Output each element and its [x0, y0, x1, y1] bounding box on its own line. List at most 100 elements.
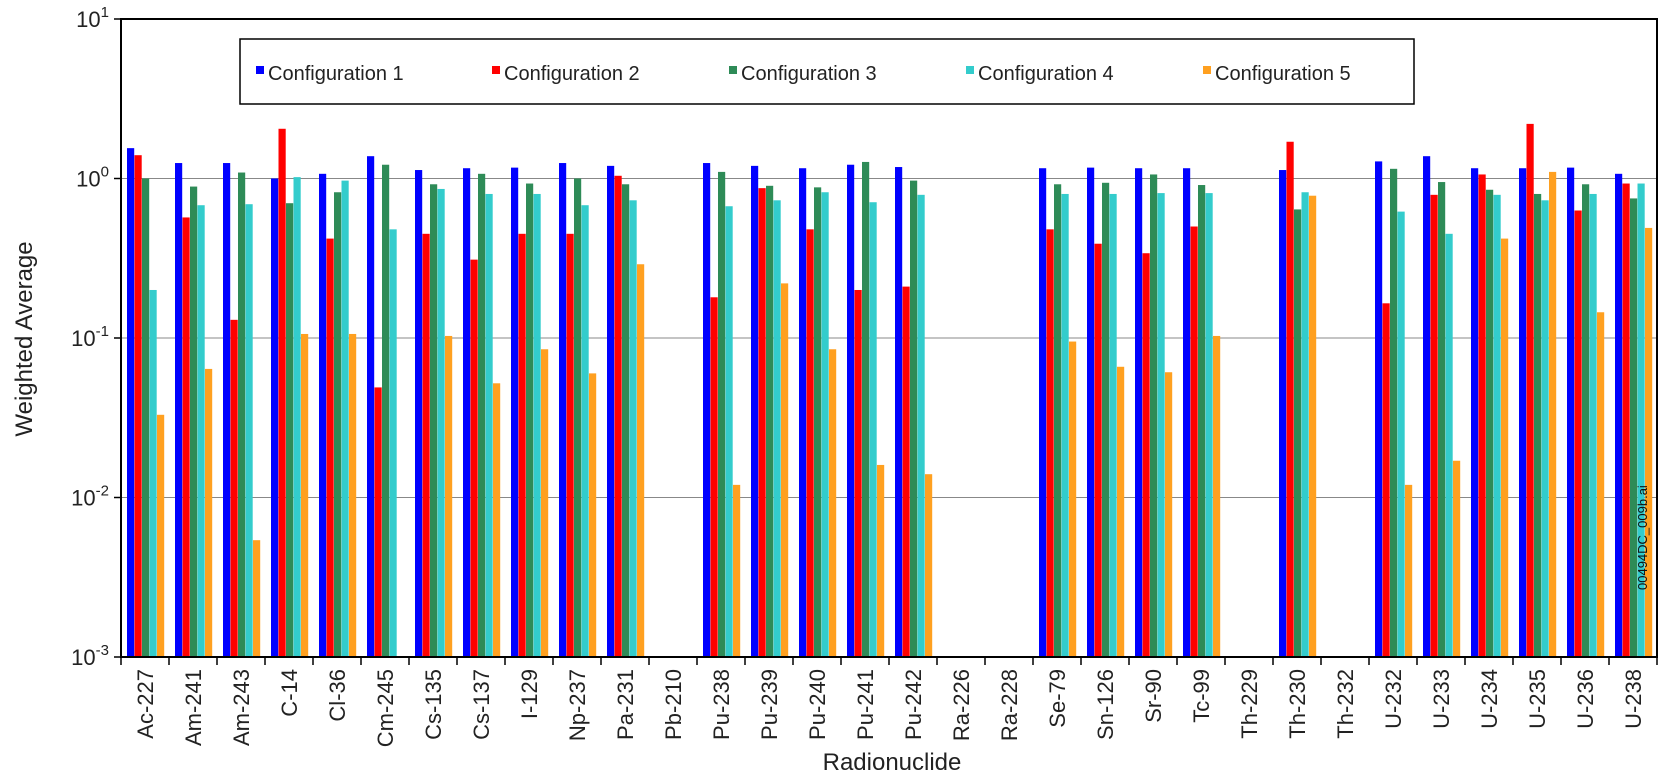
bar — [1622, 183, 1630, 657]
x-tick-label: Pu-238 — [709, 669, 734, 740]
bar — [1198, 185, 1206, 657]
bar — [470, 259, 478, 657]
bar — [1574, 210, 1582, 657]
bar — [1589, 193, 1597, 657]
legend: Configuration 1 Configuration 2 Configurat… — [239, 38, 1415, 105]
x-tick-label: Pb-210 — [661, 669, 686, 740]
bar — [766, 185, 774, 657]
bar — [773, 200, 781, 658]
bar — [1061, 193, 1069, 657]
bar — [1087, 167, 1095, 657]
bar — [1213, 335, 1221, 657]
x-tick-label: I-129 — [517, 669, 542, 719]
bar — [758, 188, 766, 658]
bar — [821, 192, 829, 657]
bar — [1645, 227, 1653, 657]
bar — [182, 217, 190, 657]
bar — [326, 238, 334, 657]
bar — [1519, 168, 1527, 658]
bar — [478, 173, 486, 657]
bar — [1405, 484, 1413, 657]
bar — [1597, 312, 1605, 657]
bar — [533, 193, 541, 657]
bar — [1615, 173, 1623, 657]
legend-label: Configuration 1 — [268, 63, 404, 85]
bar — [710, 297, 718, 657]
bar — [718, 171, 726, 657]
bar — [1390, 168, 1398, 657]
x-tick-label: Pu-242 — [901, 669, 926, 740]
bar — [925, 474, 933, 657]
bar — [511, 167, 519, 657]
bar — [1501, 238, 1509, 657]
bar — [223, 163, 231, 657]
bar — [1549, 171, 1557, 657]
bar — [230, 319, 238, 657]
bar — [917, 194, 925, 657]
bars — [127, 123, 1653, 658]
bar — [622, 184, 630, 657]
bar — [1445, 233, 1453, 657]
bar — [847, 164, 855, 658]
x-tick-label: U-233 — [1429, 669, 1454, 729]
y-tick-label: 10-3 — [71, 642, 109, 670]
bar — [1493, 194, 1501, 657]
bar — [1478, 174, 1486, 657]
legend-label: Configuration 5 — [1215, 63, 1351, 85]
bar — [238, 172, 246, 658]
x-tick-label: Cm-245 — [373, 669, 398, 747]
x-tick-label: Tc-99 — [1189, 669, 1214, 723]
bar — [271, 178, 279, 657]
legend-swatch — [256, 66, 264, 74]
y-tick-label: 10-2 — [71, 483, 109, 511]
x-tick-label: Se-79 — [1045, 669, 1070, 728]
x-tick-label: U-238 — [1621, 669, 1646, 729]
bar — [445, 335, 453, 657]
bar — [286, 203, 294, 658]
bar — [437, 188, 445, 657]
bar — [526, 183, 534, 657]
bar — [349, 333, 357, 657]
bar — [1397, 211, 1405, 657]
bar — [374, 387, 382, 657]
x-tick-label: Sn-126 — [1093, 669, 1118, 740]
bar — [607, 165, 615, 657]
bar — [1430, 194, 1438, 657]
bar — [1165, 372, 1173, 657]
bar — [149, 289, 157, 657]
bar — [902, 286, 910, 657]
bar — [1046, 229, 1054, 657]
bar — [614, 175, 622, 657]
bar — [1423, 156, 1431, 658]
bar — [751, 165, 759, 657]
bar — [1157, 193, 1165, 658]
bar — [581, 205, 589, 657]
bar — [1183, 168, 1191, 658]
y-axis-ticks: 10-3 10-2 10-1 100 101 — [71, 4, 121, 670]
x-tick-label: Pu-241 — [853, 669, 878, 740]
bar — [574, 178, 582, 657]
bar — [245, 204, 253, 658]
bar — [1541, 200, 1549, 658]
bar — [1094, 243, 1102, 657]
bar — [1142, 253, 1150, 657]
bar — [1582, 184, 1590, 657]
bar — [1486, 189, 1494, 657]
x-tick-label: Ac-227 — [133, 669, 158, 739]
legend-swatch — [1203, 66, 1211, 74]
bar — [1205, 193, 1213, 658]
x-tick-label: Am-241 — [181, 669, 206, 746]
bar — [1630, 198, 1638, 657]
bar — [422, 233, 430, 657]
bar — [806, 229, 814, 657]
bar — [518, 233, 526, 657]
bar — [278, 128, 286, 657]
y-tick-label: 101 — [76, 4, 109, 32]
bar — [541, 349, 549, 657]
bar — [877, 464, 885, 657]
x-tick-label: Np-237 — [565, 669, 590, 741]
bar — [1534, 193, 1542, 657]
bar — [1294, 209, 1302, 657]
file-id-label: 00494DC_009b.ai — [1635, 485, 1650, 590]
